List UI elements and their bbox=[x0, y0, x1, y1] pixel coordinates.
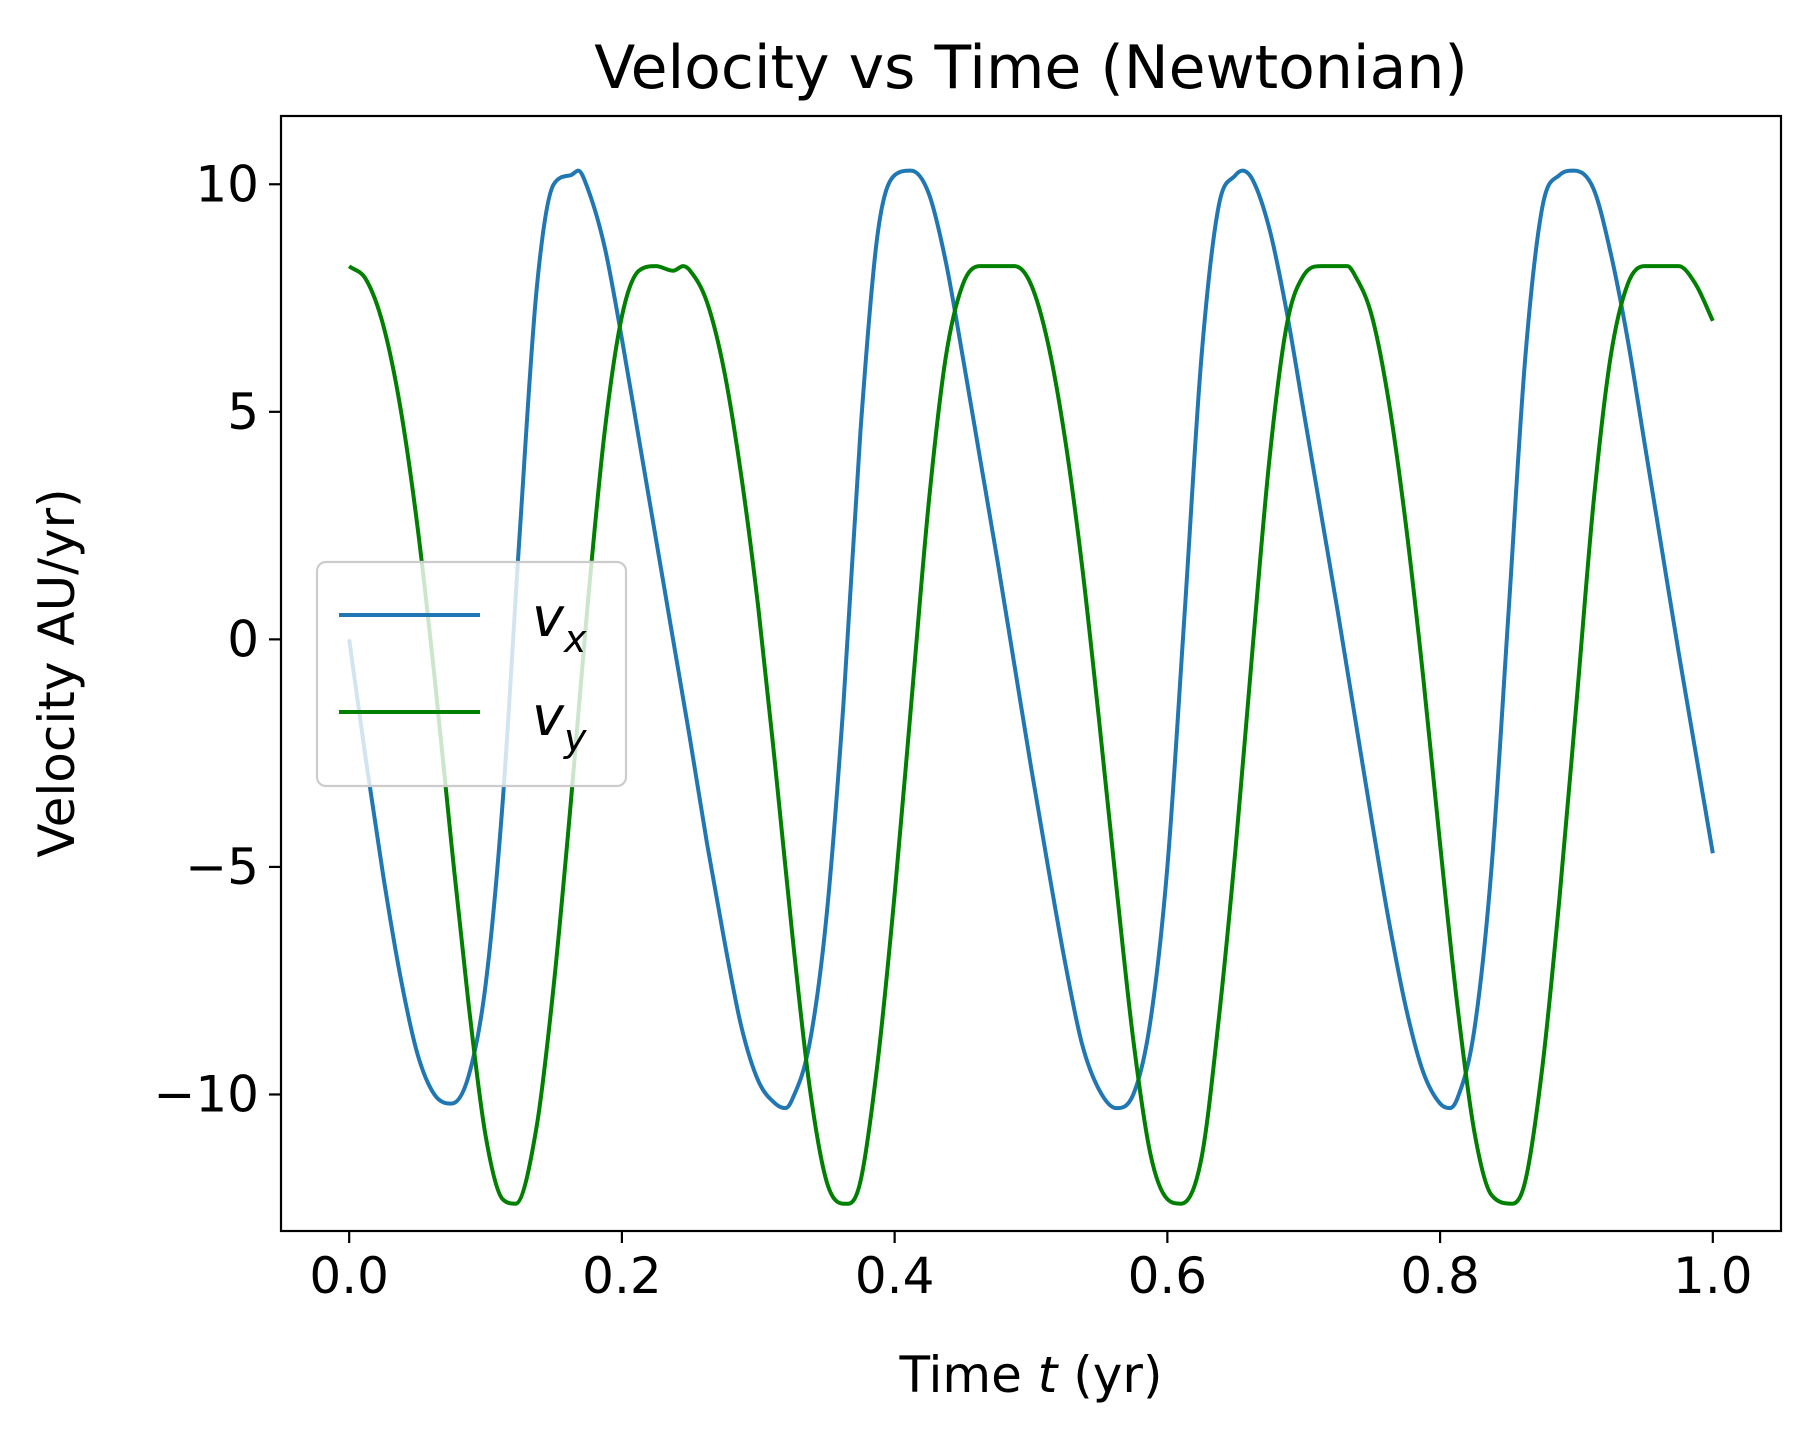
y-axis-ticks: −10 −5 0 5 10 bbox=[153, 155, 281, 1123]
series-line-vx bbox=[347, 168, 1715, 1111]
legend: vx vy bbox=[315, 560, 628, 788]
legend-label-vy: vy bbox=[532, 685, 587, 760]
legend-vx-main: v bbox=[532, 586, 565, 649]
x-tick-label: 0.0 bbox=[309, 1247, 389, 1305]
x-axis-label-prefix: Time bbox=[899, 1346, 1038, 1404]
legend-vy-main: v bbox=[532, 685, 565, 748]
legend-vx-sub: x bbox=[563, 617, 587, 661]
y-tick-label: 5 bbox=[227, 383, 259, 441]
y-axis-label: Velocity AU/yr) bbox=[28, 488, 86, 857]
legend-box bbox=[315, 560, 628, 788]
plot-frame bbox=[279, 114, 1783, 1233]
y-tick-label: −10 bbox=[153, 1065, 259, 1123]
legend-vy-sub: y bbox=[563, 716, 587, 760]
x-axis-label-suffix: (yr) bbox=[1057, 1346, 1162, 1404]
y-tick-label: −5 bbox=[185, 838, 259, 896]
x-axis-label: Time t (yr) bbox=[899, 1346, 1163, 1404]
x-tick-label: 0.4 bbox=[855, 1247, 935, 1305]
x-tick-label: 1.0 bbox=[1673, 1247, 1753, 1305]
x-tick-label: 0.2 bbox=[582, 1247, 662, 1305]
x-tick-label: 0.6 bbox=[1128, 1247, 1208, 1305]
legend-label-vx: vx bbox=[532, 586, 587, 661]
x-tick-label: 0.8 bbox=[1400, 1247, 1480, 1305]
x-axis-ticks: 0.0 0.2 0.4 0.6 0.8 1.0 bbox=[309, 1231, 1753, 1305]
y-tick-label: 10 bbox=[195, 155, 259, 213]
y-tick-label: 0 bbox=[227, 610, 259, 668]
x-axis-label-var: t bbox=[1038, 1346, 1060, 1404]
chart-title: Velocity vs Time (Newtonian) bbox=[594, 33, 1468, 103]
